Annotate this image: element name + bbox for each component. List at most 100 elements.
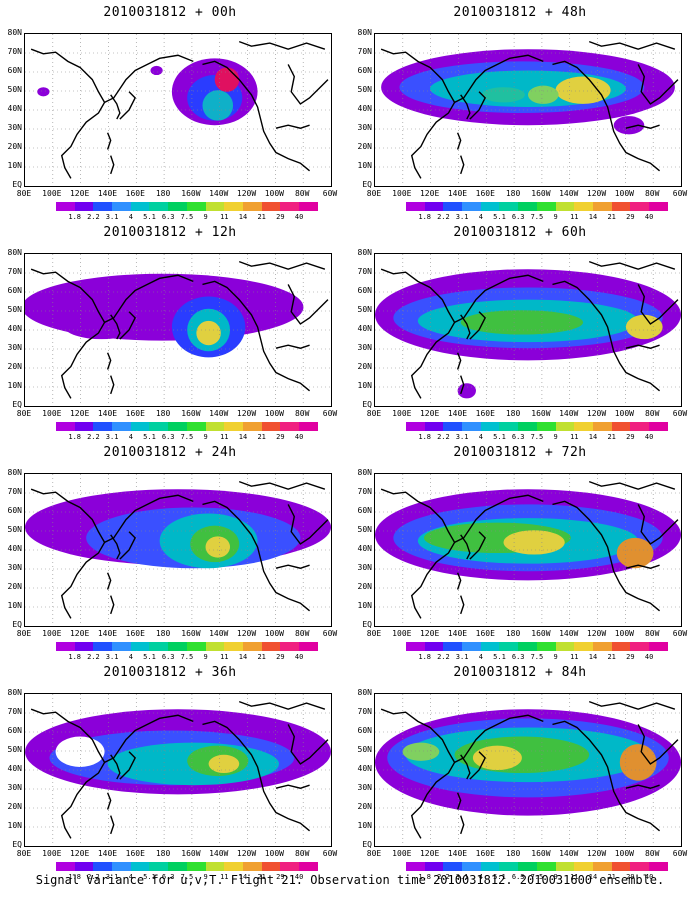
lon-tick-label: 180 bbox=[155, 409, 171, 418]
coastline bbox=[637, 64, 679, 105]
colorbar-swatch bbox=[242, 202, 262, 211]
lat-tick-label: 80N bbox=[7, 688, 22, 697]
coastline bbox=[275, 784, 310, 789]
lat-tick-label: 80N bbox=[357, 688, 372, 697]
coastline bbox=[110, 754, 121, 780]
colorbar-label: 4 bbox=[128, 433, 133, 441]
variance-contour bbox=[205, 536, 231, 558]
colorbar-swatch bbox=[630, 202, 649, 211]
colorbar-label: 2.2 bbox=[437, 653, 450, 661]
colorbar-label: 6.3 bbox=[161, 213, 175, 221]
coastline bbox=[588, 260, 676, 270]
colorbar-label: 4 bbox=[478, 213, 483, 221]
colorbar-label: 7.5 bbox=[180, 213, 194, 221]
colorbar-swatch bbox=[186, 422, 206, 431]
colorbar-label: 3.1 bbox=[455, 433, 469, 441]
colorbar-swatch bbox=[555, 862, 575, 871]
coastline bbox=[119, 531, 137, 560]
colorbar-label: 3.1 bbox=[105, 433, 119, 441]
lon-tick-label: 180 bbox=[505, 629, 521, 638]
coastline bbox=[625, 564, 660, 569]
lat-tick-label: 60N bbox=[357, 66, 372, 75]
coastline bbox=[469, 751, 487, 780]
lat-tick-label: 10N bbox=[7, 601, 22, 610]
colorbar-swatch bbox=[518, 862, 537, 871]
colorbar-label: 4 bbox=[128, 873, 133, 881]
colorbar-swatch bbox=[149, 422, 169, 431]
lat-tick-label: 10N bbox=[357, 821, 372, 830]
colorbar-label: 4 bbox=[128, 653, 133, 661]
colorbar-swatch bbox=[224, 422, 243, 431]
coastline bbox=[469, 91, 487, 120]
lat-tick-label: 20N bbox=[7, 142, 22, 151]
colorbar-label: 6.3 bbox=[161, 433, 175, 441]
lon-tick-label: 120E bbox=[419, 189, 440, 198]
colorbar-label: 40 bbox=[294, 433, 304, 441]
coastline bbox=[202, 280, 311, 392]
lon-tick-label: 140E bbox=[447, 189, 468, 198]
coastline bbox=[588, 700, 676, 710]
variance-contour bbox=[472, 745, 522, 770]
colorbar-label: 7.5 bbox=[530, 653, 544, 661]
coastline bbox=[104, 494, 194, 544]
coastline bbox=[110, 595, 115, 615]
colorbar-swatch bbox=[186, 862, 206, 871]
map-panel: 2010031812 + 12h 80N 70N 60N 50N 40N 30N 20N 10N… bbox=[0, 225, 345, 441]
lat-tick-label: 50N bbox=[357, 525, 372, 534]
lon-tick-label: 80W bbox=[294, 629, 310, 638]
colorbar-swatch bbox=[406, 202, 425, 211]
coastline bbox=[106, 792, 112, 810]
colorbar-label: 7.5 bbox=[530, 433, 544, 441]
colorbar-swatch bbox=[298, 862, 318, 871]
coastline bbox=[119, 91, 137, 120]
lon-tick-label: 180 bbox=[155, 189, 171, 198]
coastline bbox=[110, 314, 121, 340]
colorbar-swatch bbox=[574, 862, 593, 871]
map-plot bbox=[374, 693, 682, 847]
colorbar-swatch bbox=[205, 422, 225, 431]
colorbar-swatch bbox=[648, 422, 668, 431]
colorbar-label: 5.1 bbox=[493, 433, 506, 441]
coastline bbox=[625, 784, 660, 789]
colorbar-swatch bbox=[261, 202, 281, 211]
coastline bbox=[460, 534, 471, 560]
variance-contour bbox=[457, 383, 476, 399]
colorbar-label: 11 bbox=[220, 213, 229, 221]
colorbar-label: 11 bbox=[570, 433, 579, 441]
lon-tick-label: 120W bbox=[586, 189, 607, 198]
coastline bbox=[456, 132, 462, 150]
map-svg bbox=[375, 34, 681, 186]
panel-title: 2010031812 + 72h bbox=[453, 445, 587, 460]
lat-tick-label: 10N bbox=[7, 381, 22, 390]
colorbar-swatch bbox=[592, 202, 612, 211]
colorbar-swatch bbox=[168, 862, 187, 871]
coastline bbox=[460, 155, 465, 175]
lon-tick-label: 160E bbox=[475, 189, 495, 198]
lon-tick-label: 100W bbox=[614, 189, 634, 198]
colorbar-swatch bbox=[406, 862, 425, 871]
lon-tick-label: 160W bbox=[531, 629, 551, 638]
colorbar-swatch bbox=[518, 202, 537, 211]
colorbar-label: 3.1 bbox=[105, 213, 119, 221]
colorbar-label: 6.3 bbox=[511, 433, 525, 441]
lon-tick-label: 160E bbox=[475, 409, 495, 418]
colorbar-swatch bbox=[205, 202, 225, 211]
colorbar-swatch bbox=[648, 642, 668, 651]
colorbar-label: 9 bbox=[553, 213, 558, 221]
coastline bbox=[238, 700, 326, 710]
colorbar-swatch bbox=[630, 642, 649, 651]
coastline bbox=[454, 54, 544, 104]
lon-tick-label: 120E bbox=[69, 189, 90, 198]
colorbar bbox=[56, 862, 318, 871]
lon-tick-label: 120E bbox=[419, 409, 440, 418]
lon-tick-label: 80E bbox=[366, 409, 382, 418]
colorbar-swatch bbox=[261, 642, 281, 651]
lon-tick-label: 140E bbox=[97, 409, 118, 418]
variance-contour bbox=[460, 310, 584, 335]
panel-title: 2010031812 + 60h bbox=[453, 225, 587, 240]
lat-tick-label: 60N bbox=[357, 506, 372, 515]
colorbar-swatch bbox=[611, 202, 631, 211]
colorbar-swatch bbox=[93, 202, 113, 211]
lat-tick-label: 40N bbox=[7, 764, 22, 773]
colorbar-label: 4 bbox=[128, 213, 133, 221]
